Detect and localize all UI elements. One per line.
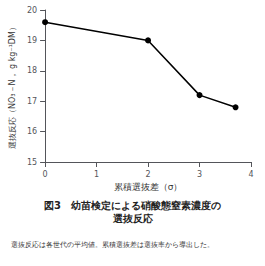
svg-text:累積選抜差（σ）: 累積選抜差（σ）: [114, 182, 183, 192]
svg-text:3: 3: [197, 170, 202, 179]
svg-text:18: 18: [27, 66, 37, 75]
svg-text:19: 19: [27, 36, 37, 45]
svg-text:20: 20: [27, 6, 37, 15]
svg-text:16: 16: [27, 127, 37, 136]
svg-text:選抜反応は各世代の平均値。累積選抜差は選抜率から導出した。: 選抜反応は各世代の平均値。累積選抜差は選抜率から導出した。: [11, 241, 214, 249]
svg-text:図3 幼苗検定による硝酸態窒素濃度の: 図3 幼苗検定による硝酸態窒素濃度の: [44, 200, 221, 211]
svg-text:選抜反応: 選抜反応: [112, 213, 154, 224]
svg-text:15: 15: [27, 158, 37, 167]
svg-text:4: 4: [248, 170, 253, 179]
svg-text:17: 17: [27, 97, 37, 106]
svg-text:1: 1: [94, 170, 99, 179]
svg-text:選抜反応（NO₃－N， g kg⁻¹DM）: 選抜反応（NO₃－N， g kg⁻¹DM）: [8, 23, 17, 149]
svg-text:2: 2: [145, 170, 150, 179]
svg-text:0: 0: [43, 170, 48, 179]
